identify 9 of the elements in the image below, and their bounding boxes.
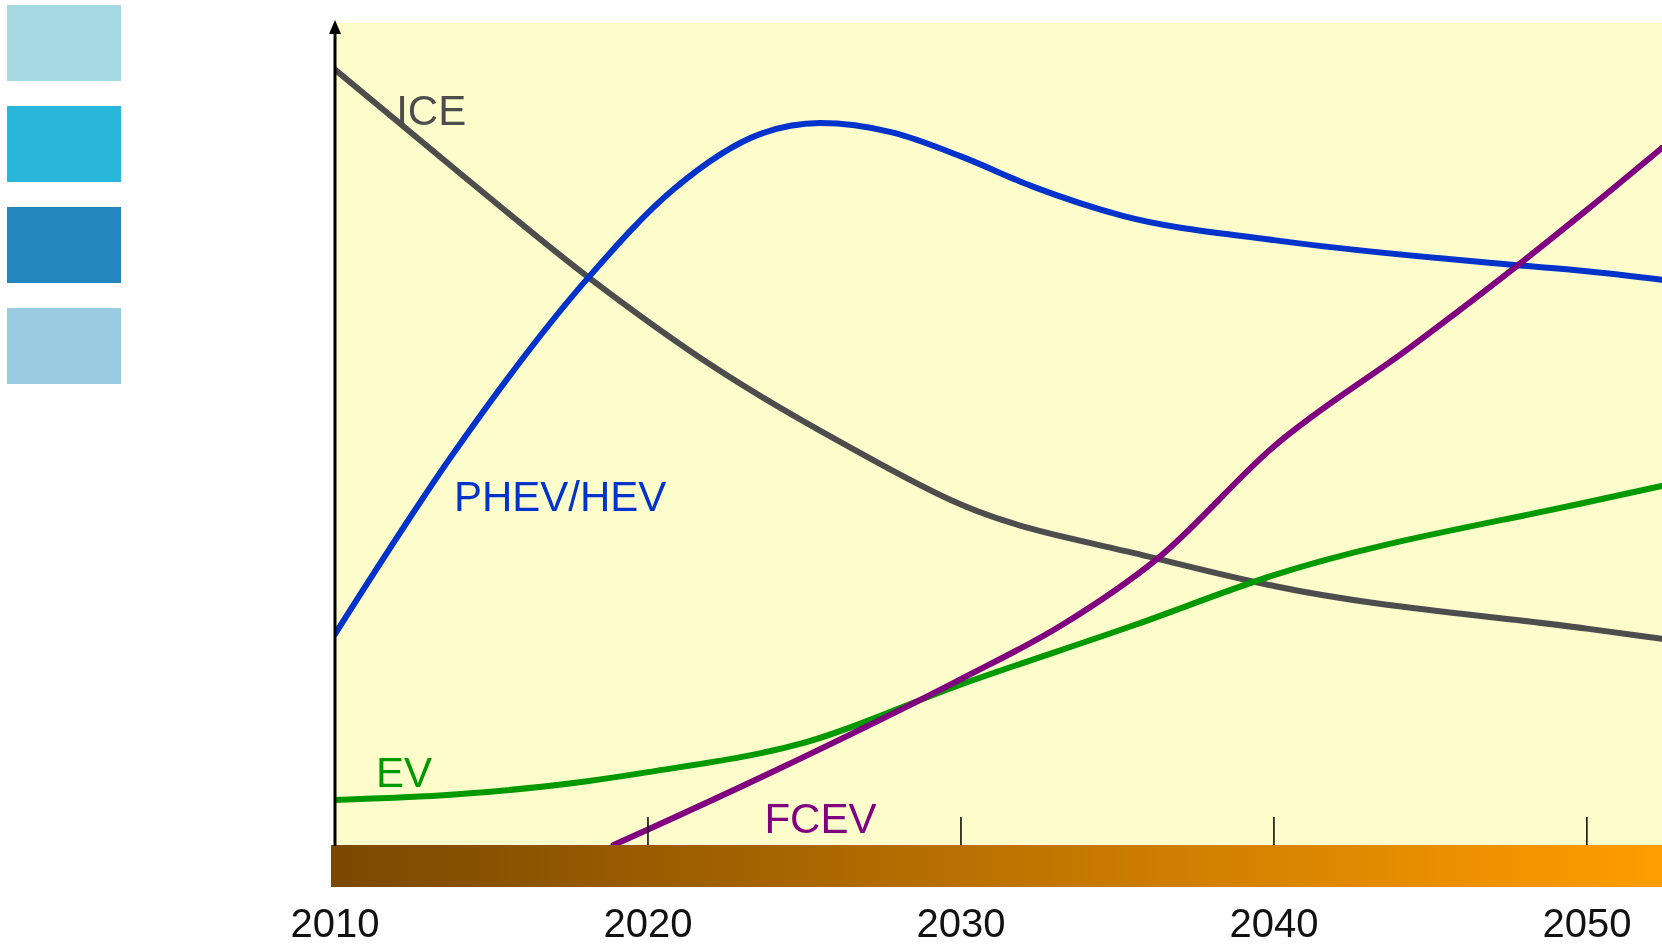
x-tick-label: 2050 bbox=[1542, 901, 1632, 945]
series-label: PHEV/HEV bbox=[453, 472, 667, 520]
series-label: EV bbox=[376, 749, 433, 797]
x-tick-label: 2030 bbox=[916, 901, 1006, 945]
series-label: ICE bbox=[396, 87, 467, 135]
x-tick-label: 2040 bbox=[1229, 901, 1319, 945]
series-label: FCEV bbox=[764, 794, 877, 842]
x-tick-label: 2010 bbox=[290, 901, 380, 945]
x-tick-label: 2020 bbox=[603, 901, 693, 945]
